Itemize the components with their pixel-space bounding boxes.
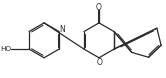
Text: O: O	[97, 58, 103, 67]
Bar	[0, 45, 12, 53]
Bar	[53, 28, 65, 35]
Bar	[93, 6, 105, 14]
Bar	[94, 59, 106, 66]
Text: N: N	[59, 25, 65, 34]
Text: O: O	[96, 3, 102, 12]
Text: HO: HO	[0, 46, 11, 52]
